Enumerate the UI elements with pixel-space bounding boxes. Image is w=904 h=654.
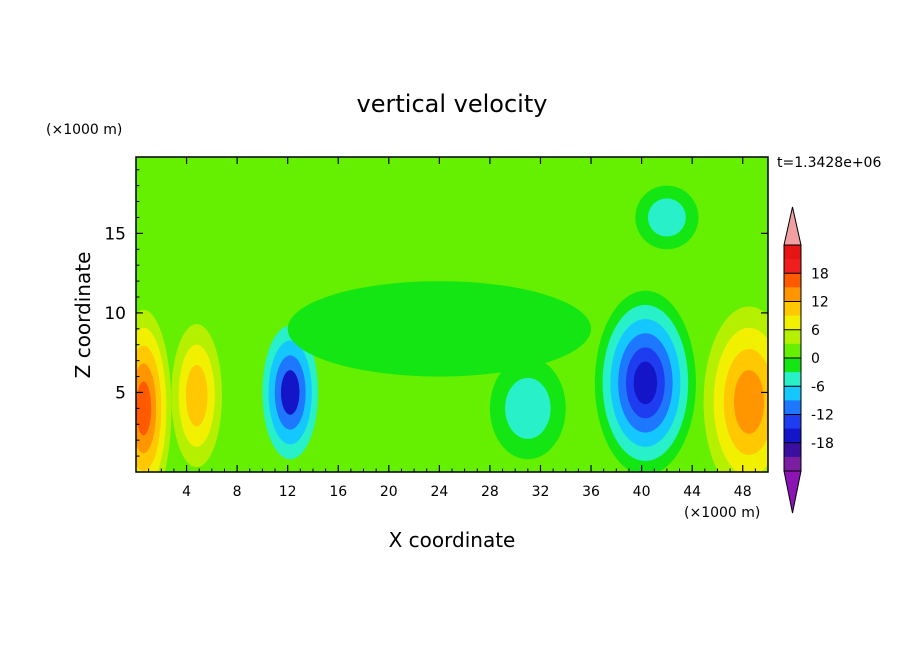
- colorbar-tick-label: 18: [811, 266, 829, 282]
- chart-title: vertical velocity: [357, 90, 548, 118]
- colorbar-swatch: [784, 442, 801, 458]
- colorbar-swatch: [784, 414, 801, 430]
- x-tick-label: 44: [683, 484, 701, 500]
- x-tick-label: 4: [182, 484, 191, 500]
- colorbar-swatch: [784, 428, 801, 444]
- colorbar-tick-label: 6: [811, 323, 820, 339]
- y-unit-label: (×1000 m): [46, 122, 122, 138]
- x-tick-label: 16: [329, 484, 347, 500]
- field-blob-3-5: [633, 361, 658, 405]
- colorbar: 18 12 6 0 -6 -12 -18: [783, 206, 834, 514]
- x-axis: 4 8 12 16 20 24 28 32 36 40 44 48: [148, 157, 756, 500]
- y-axis: 5 10 15: [104, 169, 768, 457]
- colorbar-swatch: [784, 456, 801, 472]
- colorbar-swatch: [784, 287, 801, 302]
- colorbar-swatch: [784, 343, 801, 359]
- colorbar-tick-label: 0: [811, 351, 820, 367]
- colorbar-swatch: [784, 400, 801, 415]
- colorbar-swatch: [784, 386, 801, 401]
- colorbar-swatch: [784, 372, 801, 387]
- colorbar-swatch: [784, 245, 801, 260]
- field-blob-1-2: [185, 364, 208, 427]
- field-blob-0-4: [136, 381, 152, 436]
- y-tick-label: 10: [104, 304, 126, 324]
- colorbar-extend-min: [783, 470, 802, 514]
- field-blob-4-3: [733, 370, 765, 434]
- colorbar-swatch: [784, 259, 801, 274]
- colorbar-tick-label: 12: [811, 295, 829, 311]
- field-blob-5-1: [505, 377, 551, 439]
- time-label: t=1.3428e+06: [777, 155, 881, 171]
- field-blob-6-0: [287, 281, 592, 377]
- field-blob-2-3: [280, 370, 300, 415]
- colorbar-tick-label: -6: [811, 379, 825, 395]
- colorbar-swatch: [784, 273, 801, 288]
- y-tick-label: 15: [104, 224, 126, 244]
- colorbar-swatch: [784, 301, 801, 317]
- heatmap-field: [136, 157, 768, 472]
- x-tick-label: 48: [734, 484, 752, 500]
- x-tick-label: 12: [279, 484, 297, 500]
- x-tick-label: 8: [233, 484, 242, 500]
- x-axis-title: X coordinate: [389, 528, 516, 552]
- x-tick-label: 36: [582, 484, 600, 500]
- colorbar-extend-max: [783, 206, 802, 246]
- colorbar-swatch: [784, 329, 801, 345]
- colorbar-tick-label: -18: [811, 436, 834, 452]
- x-unit-label: (×1000 m): [684, 505, 760, 521]
- y-axis-title: Z coordinate: [71, 252, 95, 379]
- colorbar-swatch: [784, 358, 801, 373]
- x-tick-label: 40: [633, 484, 651, 500]
- y-tick-label: 5: [115, 383, 126, 403]
- colorbar-swatch: [784, 315, 801, 331]
- x-tick-label: 20: [380, 484, 398, 500]
- colorbar-tick-label: -12: [811, 408, 834, 424]
- x-tick-label: 24: [430, 484, 448, 500]
- x-tick-label: 32: [532, 484, 550, 500]
- field-blob-7-1: [647, 198, 686, 237]
- x-tick-label: 28: [481, 484, 499, 500]
